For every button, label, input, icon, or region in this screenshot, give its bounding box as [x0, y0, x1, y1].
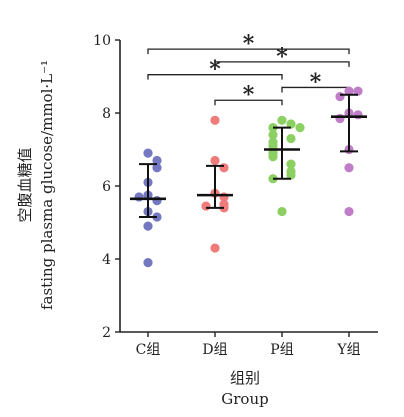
data-point [286, 119, 296, 129]
data-point [353, 86, 363, 96]
significance-star: * [310, 69, 322, 95]
data-point [344, 206, 354, 217]
y-axis-title: 空腹血糖值 [16, 147, 34, 222]
data-point [295, 123, 305, 133]
data-point [286, 133, 296, 144]
significance-star: * [209, 57, 221, 83]
y-tick-label: 8 [102, 106, 111, 122]
significance-star: * [243, 82, 255, 108]
data-point [152, 196, 162, 206]
data-point [143, 148, 153, 158]
data-point [143, 258, 153, 268]
data-point [344, 163, 354, 173]
data-point [286, 170, 296, 180]
data-point [277, 206, 287, 217]
data-point [353, 110, 363, 120]
y-tick-label: 6 [102, 179, 111, 195]
x-axis-title: 组别 [230, 369, 260, 387]
data-point [134, 192, 144, 202]
data-point [286, 159, 296, 169]
x-tick-label: Y组 [336, 342, 360, 358]
significance-bracket [147, 74, 283, 80]
data-point [210, 155, 220, 166]
x-tick-label: D组 [202, 342, 227, 358]
data-point [335, 91, 345, 102]
x-tick-label: C组 [136, 342, 161, 358]
significance-bracket [214, 61, 350, 67]
data-point [277, 115, 287, 125]
data-point [152, 163, 162, 173]
data-point [210, 243, 220, 253]
x-axis-title-en: Group [221, 390, 268, 408]
data-point [201, 201, 211, 211]
data-point [219, 163, 229, 173]
y-tick-label: 2 [102, 325, 111, 341]
y-tick-label: 10 [93, 33, 111, 49]
data-point [335, 113, 345, 124]
y-axis-title-en: fasting plasma glucose/mmol·L⁻¹ [38, 60, 56, 310]
significance-bracket [214, 99, 283, 106]
y-tick-label: 4 [102, 252, 111, 268]
significance-bracket [147, 48, 350, 55]
data-point [268, 130, 278, 140]
significance-star: * [243, 31, 255, 57]
significance-star: * [276, 44, 288, 70]
data-point [344, 86, 354, 96]
data-point [210, 115, 220, 125]
data-point [152, 155, 162, 166]
data-point [143, 221, 153, 231]
data-point [268, 152, 278, 162]
x-tick-label: P组 [270, 342, 293, 358]
